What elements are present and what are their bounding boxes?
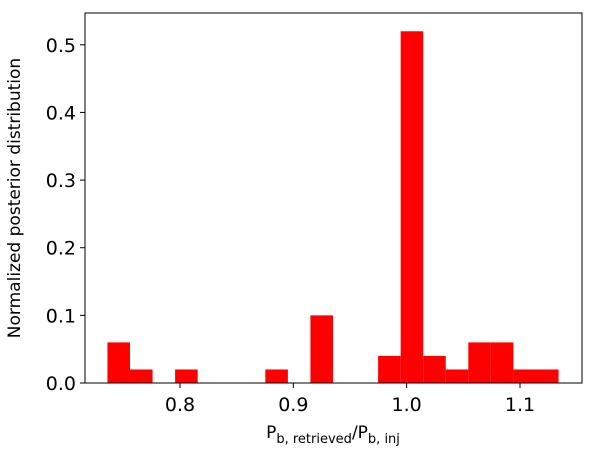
y-tick-label: 0.2 (46, 238, 76, 260)
bar (175, 369, 198, 383)
bar (378, 355, 401, 383)
bar (310, 315, 333, 383)
bar (490, 342, 514, 383)
x-tick-label: 1.1 (505, 394, 535, 416)
bar (265, 369, 288, 383)
x-axis-label-part: b, inj (368, 432, 400, 447)
bar (107, 342, 130, 383)
y-tick-label: 0.3 (46, 170, 76, 192)
x-axis-label-part: /P (352, 423, 368, 443)
bar (513, 369, 536, 383)
y-tick-label: 0.0 (46, 373, 76, 395)
bar (400, 31, 424, 384)
bar (468, 342, 491, 383)
x-tick-label: 0.8 (165, 394, 195, 416)
bar (129, 369, 153, 383)
plot-frame (84, 12, 583, 384)
x-axis-label: Pb, retrieved/Pb, inj (266, 423, 400, 447)
bar (535, 369, 559, 383)
x-tick-label: 1.0 (392, 394, 422, 416)
bar (423, 355, 446, 383)
y-tick-label: 0.5 (46, 35, 76, 57)
bar (445, 369, 469, 383)
y-tick-label: 0.4 (46, 102, 76, 124)
x-axis-label-part: b, retrieved (276, 432, 352, 447)
x-axis-label-part: P (266, 423, 276, 443)
y-axis-label: Normalized posterior distribution (5, 58, 25, 338)
x-tick-label: 0.9 (278, 394, 308, 416)
y-tick-label: 0.1 (46, 305, 76, 327)
